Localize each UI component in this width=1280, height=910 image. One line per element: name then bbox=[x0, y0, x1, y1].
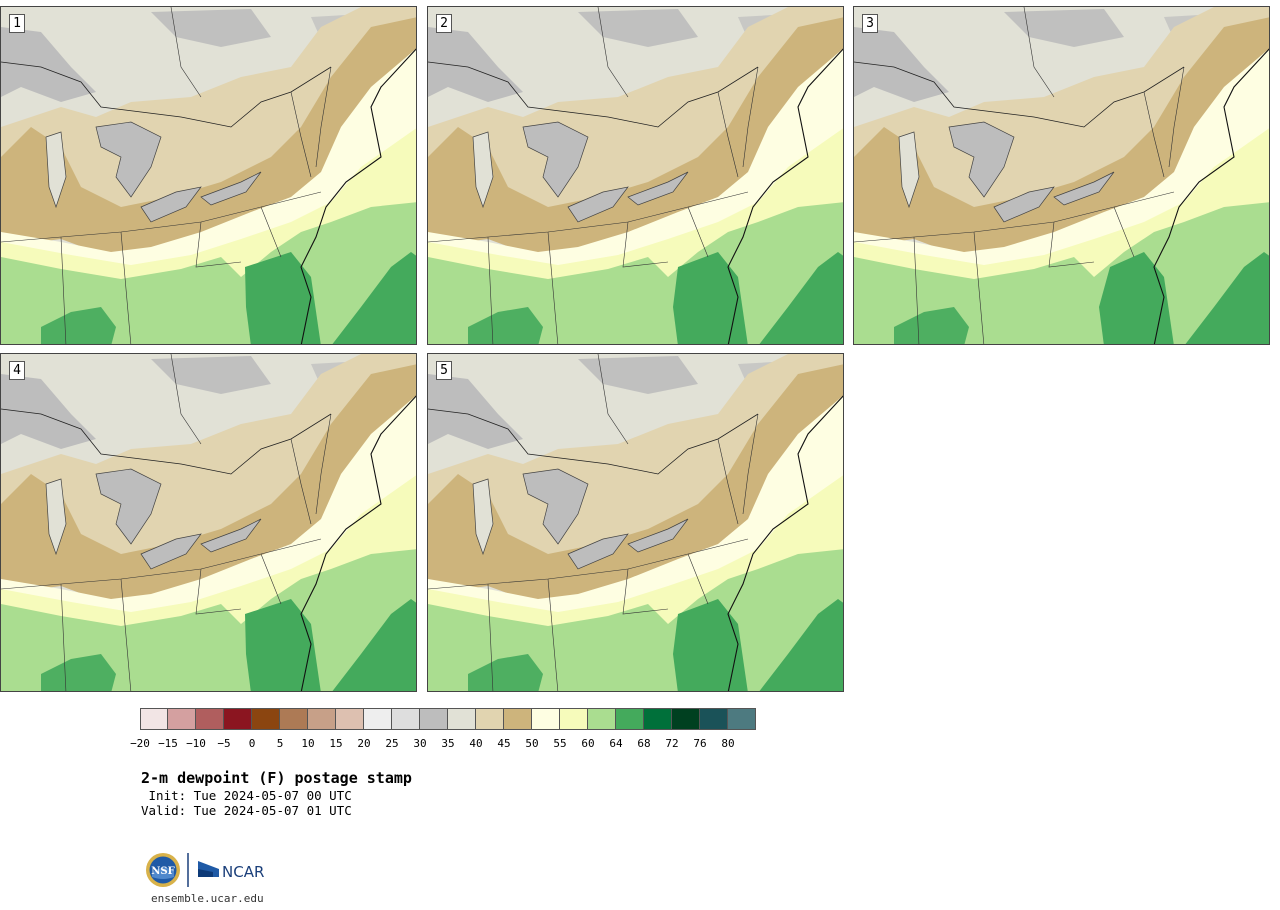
colorbar-tick-label: 5 bbox=[276, 737, 284, 750]
colorbar-swatch bbox=[420, 708, 448, 730]
nsf-ncar-logo: NSF NCAR bbox=[146, 853, 264, 887]
colorbar-tick-label: 64 bbox=[609, 737, 623, 750]
nsf-logo-icon: NSF bbox=[146, 853, 180, 887]
colorbar-tick-label: 60 bbox=[581, 737, 595, 750]
colorbar-swatch bbox=[532, 708, 560, 730]
colorbar-tick-label: 55 bbox=[553, 737, 567, 750]
colorbar-swatch bbox=[504, 708, 532, 730]
colorbar-swatch bbox=[700, 708, 728, 730]
map-panel-5: 5 bbox=[427, 353, 844, 692]
map-panel-4: 4 bbox=[0, 353, 417, 692]
colorbar-tick-label: 35 bbox=[441, 737, 455, 750]
panel-number: 2 bbox=[436, 14, 452, 33]
panel-number: 5 bbox=[436, 361, 452, 380]
colorbar-tick-label: 68 bbox=[637, 737, 651, 750]
colorbar-swatch bbox=[252, 708, 280, 730]
website-url: ensemble.ucar.edu bbox=[151, 892, 264, 905]
init-time: Init: Tue 2024-05-07 00 UTC bbox=[141, 788, 352, 803]
colorbar-tick-label: 0 bbox=[248, 737, 256, 750]
valid-time: Valid: Tue 2024-05-07 01 UTC bbox=[141, 803, 352, 818]
colorbar-tick-label: 50 bbox=[525, 737, 539, 750]
colorbar-tick-label: −5 bbox=[217, 737, 231, 750]
colorbar-swatch bbox=[224, 708, 252, 730]
colorbar-tick-label: 80 bbox=[721, 737, 735, 750]
colorbar-tick-label: −10 bbox=[186, 737, 206, 750]
colorbar-swatch bbox=[644, 708, 672, 730]
figure-title: 2-m dewpoint (F) postage stamp bbox=[141, 769, 412, 787]
panel-number: 3 bbox=[862, 14, 878, 33]
colorbar-tick-label: 10 bbox=[301, 737, 315, 750]
colorbar-swatch bbox=[392, 708, 420, 730]
colorbar-swatch bbox=[476, 708, 504, 730]
colorbar-swatch bbox=[336, 708, 364, 730]
colorbar-swatch bbox=[364, 708, 392, 730]
colorbar-swatch bbox=[672, 708, 700, 730]
map-panel-3: 3 bbox=[853, 6, 1270, 345]
colorbar-swatch bbox=[728, 708, 756, 730]
colorbar-tick-label: 45 bbox=[497, 737, 511, 750]
colorbar-swatch bbox=[588, 708, 616, 730]
map-panel-1: 1 bbox=[0, 6, 417, 345]
colorbar-tick-label: 25 bbox=[385, 737, 399, 750]
colorbar-tick-label: 15 bbox=[329, 737, 343, 750]
dewpoint-map bbox=[428, 354, 843, 691]
ncar-logo-icon: NCAR bbox=[198, 861, 264, 881]
svg-text:NCAR: NCAR bbox=[222, 863, 264, 881]
panel-number: 4 bbox=[9, 361, 25, 380]
colorbar-swatch bbox=[168, 708, 196, 730]
colorbar-tick-label: −20 bbox=[130, 737, 150, 750]
dewpoint-map bbox=[1, 7, 416, 344]
colorbar-swatch bbox=[448, 708, 476, 730]
dewpoint-map bbox=[854, 7, 1269, 344]
colorbar-tick-label: 72 bbox=[665, 737, 679, 750]
dewpoint-map bbox=[1, 354, 416, 691]
colorbar-swatch bbox=[280, 708, 308, 730]
colorbar-swatch bbox=[560, 708, 588, 730]
colorbar-tick-label: 30 bbox=[413, 737, 427, 750]
colorbar-tick-label: 40 bbox=[469, 737, 483, 750]
colorbar-tick-label: 76 bbox=[693, 737, 707, 750]
svg-text:NSF: NSF bbox=[151, 866, 174, 877]
colorbar-tick-label: 20 bbox=[357, 737, 371, 750]
colorbar-swatch bbox=[616, 708, 644, 730]
colorbar-tick-label: −15 bbox=[158, 737, 178, 750]
colorbar-swatch bbox=[196, 708, 224, 730]
panel-number: 1 bbox=[9, 14, 25, 33]
dewpoint-map bbox=[428, 7, 843, 344]
map-panel-2: 2 bbox=[427, 6, 844, 345]
colorbar-swatch bbox=[308, 708, 336, 730]
colorbar-swatch bbox=[140, 708, 168, 730]
